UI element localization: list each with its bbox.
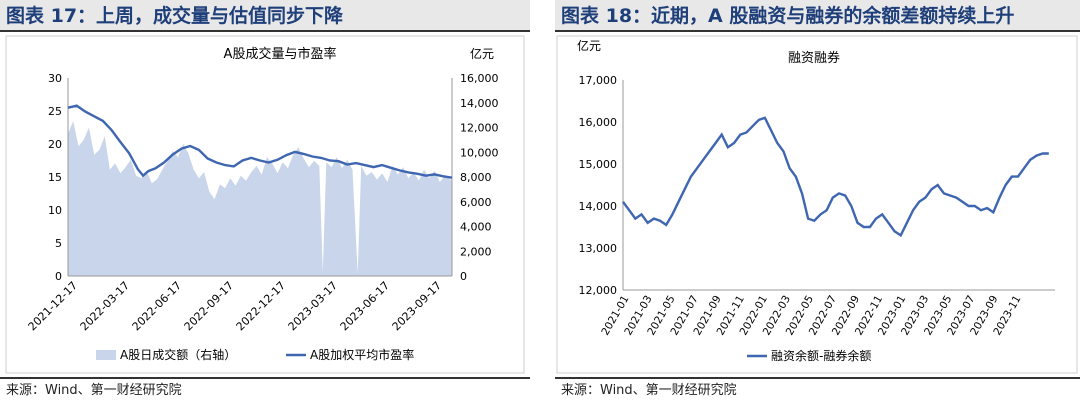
right-y-tick-label: 14,000	[460, 97, 499, 110]
x-tick-label: 2021-12-17	[26, 279, 80, 333]
y-tick-label: 14,000	[579, 200, 618, 213]
right-y-tick-label: 12,000	[460, 122, 499, 135]
right-y-tick-label: 2,000	[460, 245, 492, 258]
y-tick-label: 13,000	[579, 242, 618, 255]
x-tick-label: 2022-12-17	[234, 279, 288, 333]
y-axis-unit: 亿元	[577, 38, 601, 53]
left-y-tick-label: 30	[48, 72, 62, 85]
y-tick-label: 17,000	[579, 74, 618, 87]
turnover-area-series	[68, 121, 452, 276]
left-y-tick-label: 5	[55, 237, 62, 250]
x-tick-label: 2022-03-17	[78, 279, 132, 333]
right-axis-unit: 亿元	[470, 46, 494, 61]
left-y-tick-label: 0	[55, 270, 62, 283]
right-y-tick-label: 6,000	[460, 196, 492, 209]
legend-label-turnover: A股日成交额（右轴）	[120, 347, 236, 362]
x-tick-label: 2023-09-17	[390, 279, 444, 333]
source-note: 来源：Wind、第一财经研究院	[0, 377, 530, 403]
left-y-tick-label: 15	[48, 171, 62, 184]
turnover-pe-chart: A股成交量与市盈率 亿元 0 5 10 15 20 25 30 0 2,000 4,000 6,000 8…	[5, 35, 525, 374]
balance-difference-line	[622, 116, 1049, 238]
left-y-tick-label: 10	[48, 204, 62, 217]
y-tick-label: 12,000	[579, 284, 618, 297]
pe-line-series	[67, 104, 453, 179]
chart-frame	[5, 35, 525, 374]
source-note: 来源：Wind、第一财经研究院	[555, 377, 1080, 403]
y-tick-label: 15,000	[579, 158, 618, 171]
left-figure: 图表 17：上周，成交量与估值同步下降 A股成交量与市盈率 亿元 0 5 10 15 20 2…	[0, 0, 530, 403]
y-tick-label: 16,000	[579, 116, 618, 129]
chart-frame	[556, 35, 1078, 374]
figure-title: 图表 17：上周，成交量与估值同步下降	[0, 0, 530, 32]
right-y-tick-label: 8,000	[460, 171, 492, 184]
right-y-tick-label: 16,000	[460, 72, 499, 85]
x-tick-label: 2022-06-17	[130, 279, 184, 333]
right-y-tick-label: 10,000	[460, 146, 499, 159]
legend-label-pe: A股加权平均市盈率	[310, 347, 414, 362]
legend-swatch-turnover	[96, 350, 116, 360]
right-y-tick-label: 4,000	[460, 221, 492, 234]
right-figure: 图表 18：近期，A 股融资与融券的余额差额持续上升 亿元融资融券 12,000 1…	[555, 0, 1080, 403]
x-tick-label: 2023-03-17	[286, 279, 340, 333]
left-y-tick-label: 20	[48, 138, 62, 151]
chart-title: 融资融券	[788, 50, 840, 66]
left-y-tick-label: 25	[48, 105, 62, 118]
x-tick-label: 2022-09-17	[182, 279, 236, 333]
legend-label: 融资余额-融券余额	[771, 348, 871, 363]
x-tick-label: 2023-06-17	[338, 279, 392, 333]
right-y-tick-label: 0	[460, 270, 467, 283]
chart-title: A股成交量与市盈率	[224, 46, 337, 62]
figure-title: 图表 18：近期，A 股融资与融券的余额差额持续上升	[555, 0, 1080, 32]
